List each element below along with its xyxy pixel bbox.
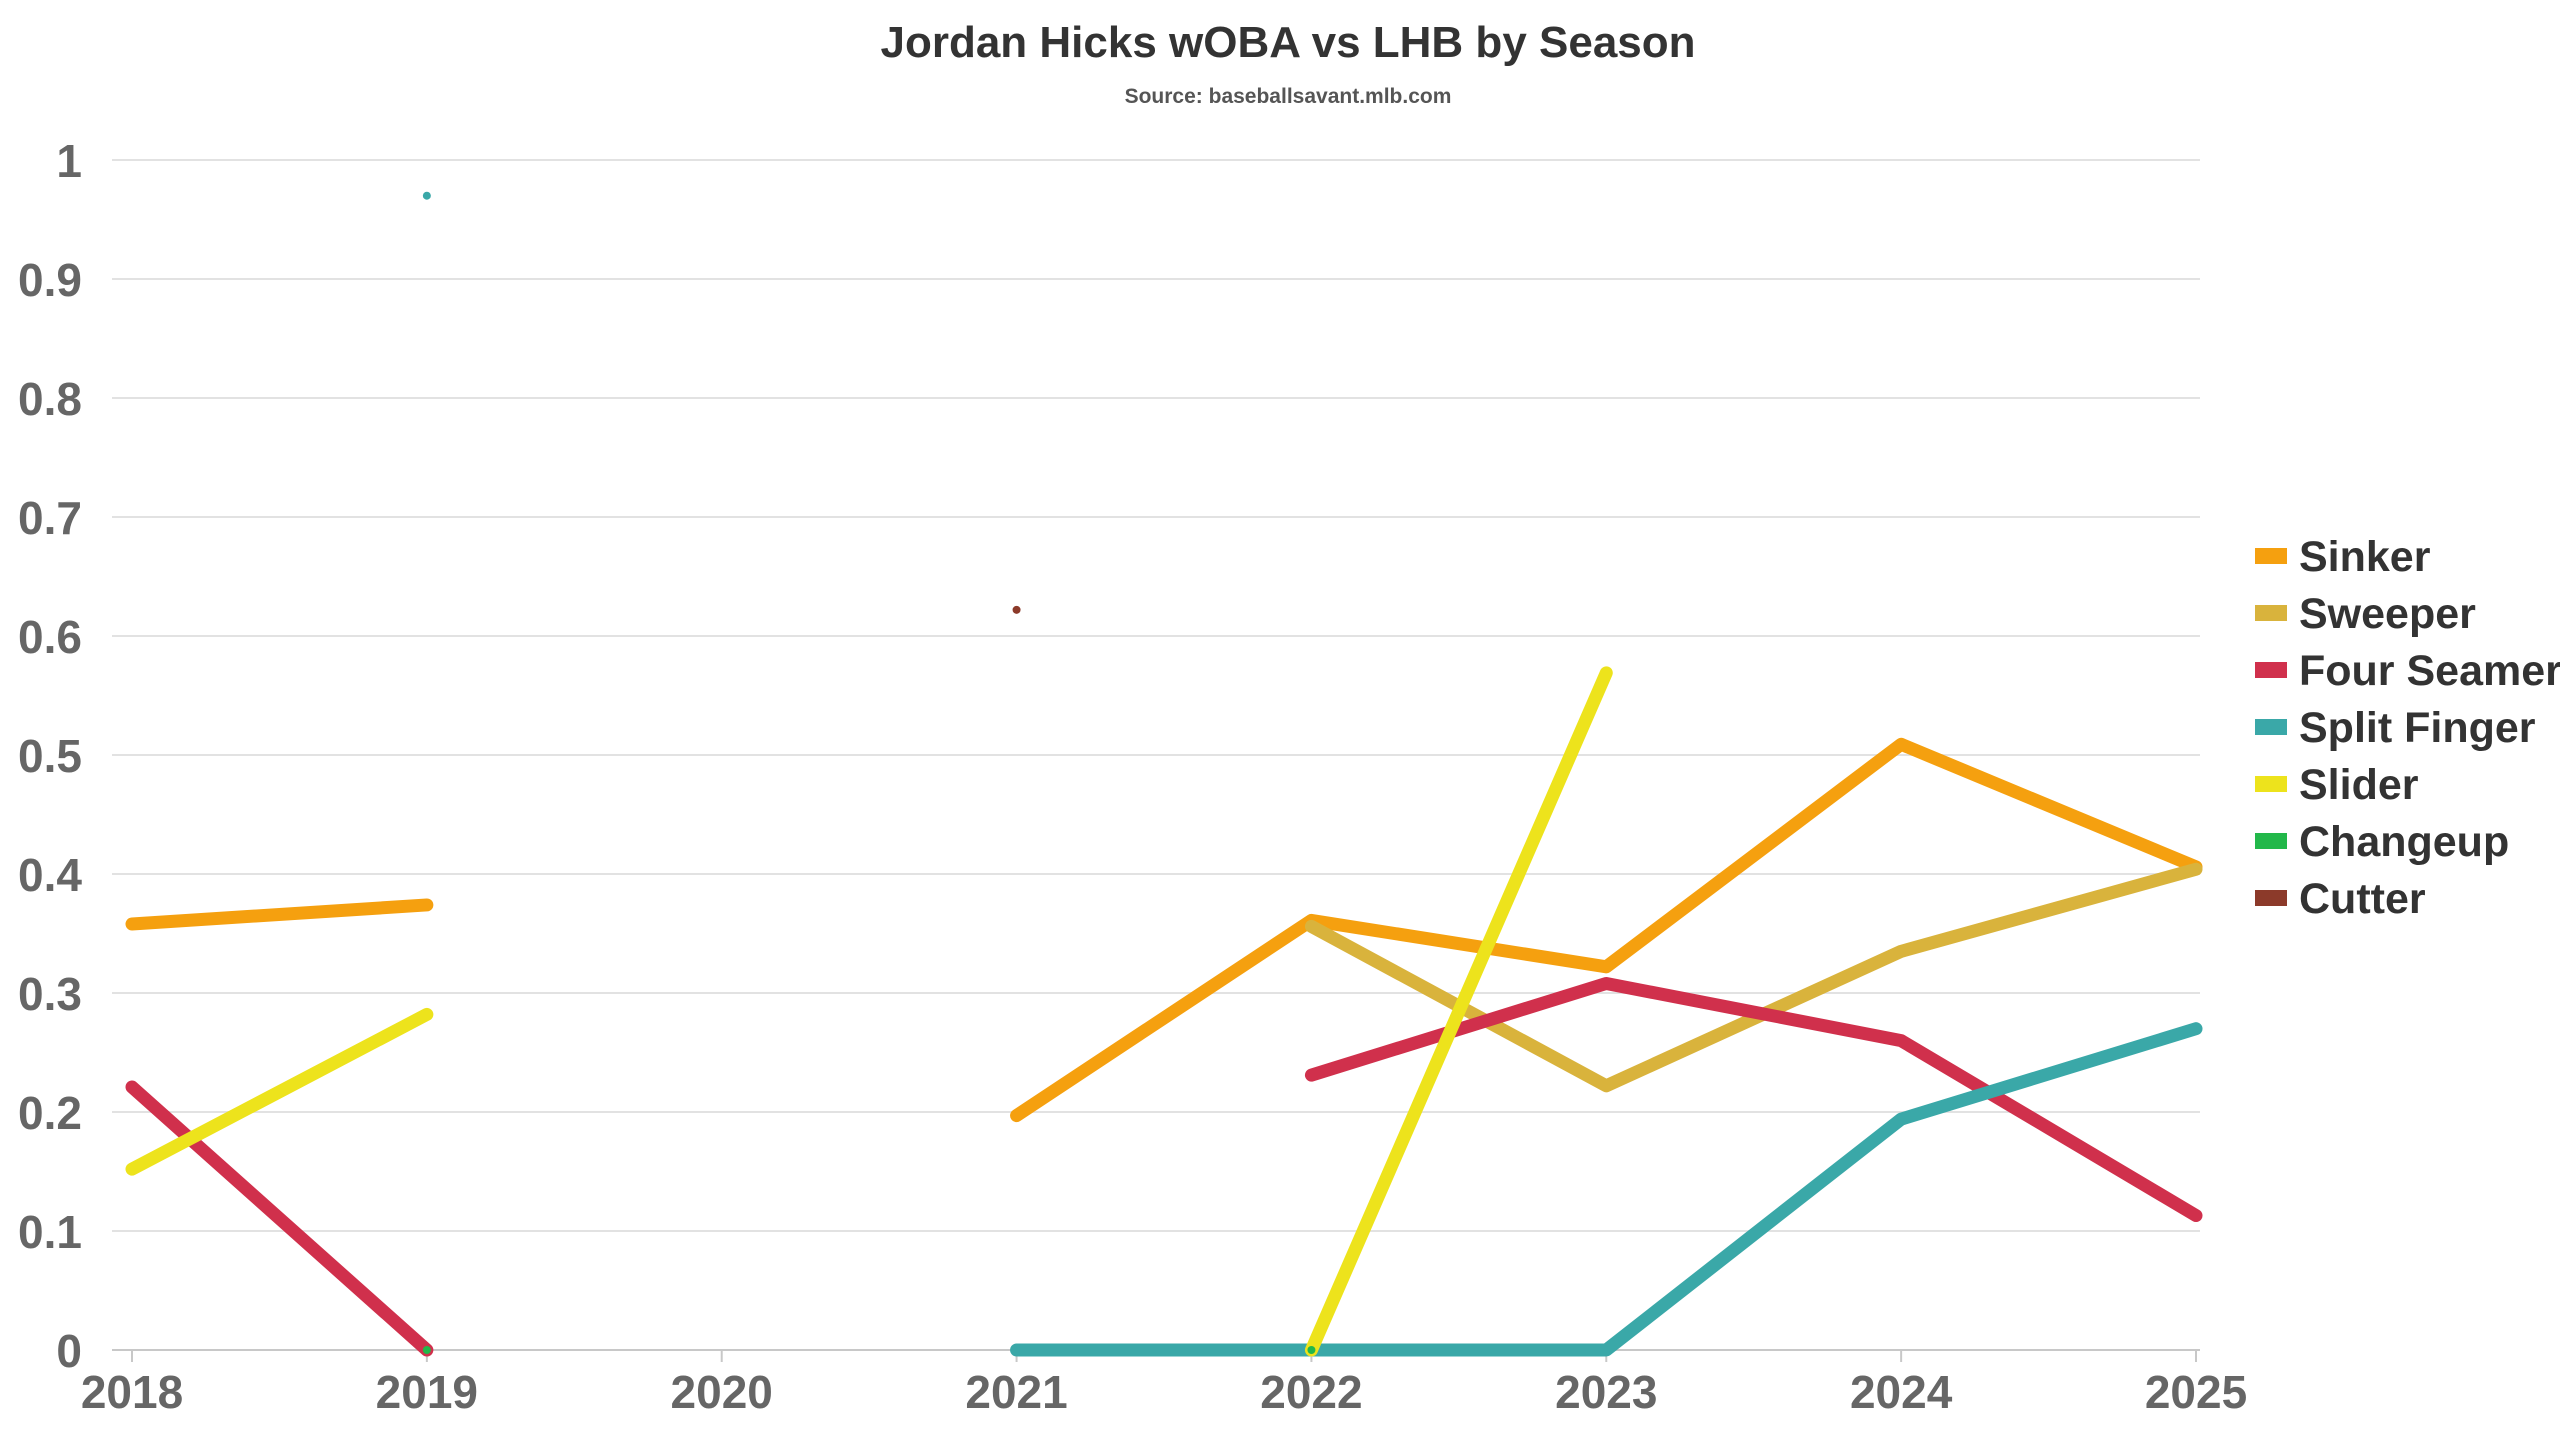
legend-label: Changeup (2299, 818, 2509, 866)
y-tick-label: 0.5 (18, 730, 82, 782)
series-line-slider (125, 1007, 434, 1176)
chart-title: Jordan Hicks wOBA vs LHB by Season (880, 18, 1695, 67)
y-tick-label: 0.7 (18, 492, 82, 544)
series-four-seamer (125, 976, 2203, 1357)
data-point-cutter (1012, 605, 1021, 614)
legend-item-changeup: Changeup (2255, 818, 2509, 866)
legend-swatch (2255, 890, 2287, 906)
y-tick-label: 0.9 (18, 254, 82, 306)
series-slider (125, 666, 1613, 1357)
series-line-four-seamer (125, 1080, 434, 1357)
legend-label: Sinker (2299, 533, 2431, 581)
x-tick-label: 2023 (1555, 1366, 1657, 1418)
x-tick-label: 2025 (2145, 1366, 2247, 1418)
series-sinker (125, 737, 2203, 1123)
y-tick-label: 0.4 (18, 849, 82, 901)
y-tick-label: 0.2 (18, 1087, 82, 1139)
legend-swatch (2255, 662, 2287, 678)
data-point-split-finger (422, 191, 431, 200)
legend-item-sweeper: Sweeper (2255, 590, 2476, 638)
axes: 0 0.1 0.2 0.3 0.4 0.5 0.6 0.7 0.8 0.9 1 2018 2019 202… (18, 135, 2247, 1418)
legend-label: Four Seamer (2299, 647, 2560, 695)
y-tick-label: 0 (56, 1325, 82, 1377)
legend-swatch (2255, 548, 2287, 564)
series-lines (125, 191, 2203, 1357)
series-split-finger (422, 191, 2203, 1357)
legend-item-cutter: Cutter (2255, 875, 2426, 923)
legend-item-four-seamer: Four Seamer (2255, 647, 2560, 695)
y-tick-label: 0.6 (18, 611, 82, 663)
data-point-changeup (422, 1346, 431, 1354)
series-line-sinker (125, 898, 434, 931)
x-tick-label: 2021 (965, 1366, 1067, 1418)
legend-swatch (2255, 605, 2287, 621)
legend-label: Slider (2299, 761, 2419, 809)
x-tick-label: 2019 (376, 1366, 478, 1418)
series-line-four-seamer (1304, 976, 2203, 1223)
legend-swatch (2255, 776, 2287, 792)
legend-item-slider: Slider (2255, 761, 2419, 809)
legend-label: Cutter (2299, 875, 2426, 923)
series-changeup (422, 1346, 1316, 1354)
y-tick-label: 0.3 (18, 968, 82, 1020)
legend-swatch (2255, 719, 2287, 735)
x-tick-label: 2022 (1260, 1366, 1362, 1418)
series-cutter (1012, 605, 1021, 614)
grid (112, 159, 2200, 1351)
x-tick-label: 2020 (671, 1366, 773, 1418)
data-point-changeup (1307, 1346, 1316, 1354)
legend-label: Sweeper (2299, 590, 2476, 638)
x-tick-label: 2018 (81, 1366, 183, 1418)
series-line-split-finger (1010, 1022, 2203, 1357)
legend: Sinker Sweeper Four Seamer Split Finger Slid… (2255, 533, 2560, 923)
chart-subtitle: Source: baseballsavant.mlb.com (1125, 85, 1452, 108)
series-line-slider (1304, 666, 1613, 1357)
legend-label: Split Finger (2299, 704, 2536, 752)
legend-swatch (2255, 833, 2287, 849)
legend-item-split-finger: Split Finger (2255, 704, 2536, 752)
legend-item-sinker: Sinker (2255, 533, 2431, 581)
y-tick-label: 0.1 (18, 1206, 82, 1258)
y-tick-label: 1 (56, 135, 82, 187)
series-line-sinker (1010, 737, 2203, 1123)
x-tick-label: 2024 (1850, 1366, 1953, 1418)
y-tick-label: 0.8 (18, 373, 82, 425)
